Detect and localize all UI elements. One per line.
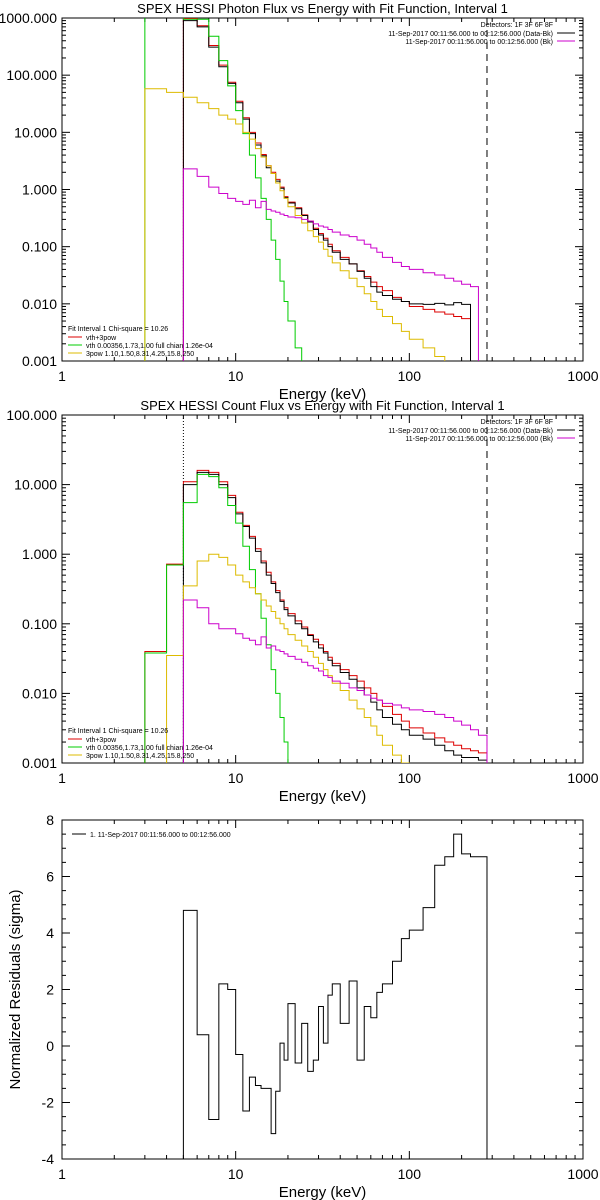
y-tick-label: 0 xyxy=(46,1038,54,1054)
x-tick-label: 10 xyxy=(228,770,244,786)
series-line-bk xyxy=(182,599,488,763)
y-tick-label: 10.000 xyxy=(14,124,57,140)
legend-entry-label: vth+3pow xyxy=(86,335,117,342)
y-tick-label: 0.001 xyxy=(22,755,57,771)
y-tick-label: 1.000 xyxy=(22,182,57,198)
legend-entry-label: vth 0.00356,1.73,1.00 full chian 1.26e-0… xyxy=(86,343,213,350)
x-tick-label: 1 xyxy=(58,770,66,786)
series-line-vth xyxy=(144,18,303,361)
x-tick-label: 10 xyxy=(228,1166,244,1182)
series-line-3pow xyxy=(166,553,410,763)
series-line-data-bk xyxy=(182,471,488,763)
series-line-bk xyxy=(182,168,479,361)
legend-entry-label: 1. 11-Sep-2017 00:11:56.000 to 00:12:56.… xyxy=(90,832,231,839)
series-line-3pow xyxy=(144,88,446,361)
y-tick-label: 0.010 xyxy=(22,296,57,312)
legend-entry-label: 11-Sep-2017 00:11:56.000 to 00:12:56.000… xyxy=(405,39,553,46)
y-tick-label: 8 xyxy=(46,812,54,828)
chart-title: SPEX HESSI Count Flux vs Energy with Fit… xyxy=(140,398,504,413)
legend-entry-label: vth+3pow xyxy=(86,737,117,744)
y-tick-label: 100.000 xyxy=(6,67,57,83)
x-tick-label: 1000 xyxy=(567,770,598,786)
legend-entry-label: 11-Sep-2017 00:11:56.000 to 00:12:56.000… xyxy=(388,31,553,38)
y-tick-label: 6 xyxy=(46,869,54,885)
legend-entry-label: 3pow 1.10,1.50,8.31,4.25,15.8,250 xyxy=(86,351,194,358)
y-tick-label: 0.100 xyxy=(22,239,57,255)
x-tick-label: 1000 xyxy=(567,1166,598,1182)
x-tick-label: 1 xyxy=(58,1166,66,1182)
legend-header: Detectors: 1F 3F 6F 8F xyxy=(481,22,553,29)
x-axis-label: Energy (keV) xyxy=(279,788,367,805)
y-tick-label: 0.010 xyxy=(22,685,57,701)
x-tick-label: 100 xyxy=(398,1166,422,1182)
legend-header: Detectors: 1F 3F 6F 8F xyxy=(481,419,553,426)
series-line-data-bk xyxy=(182,20,471,361)
series-line-vth xyxy=(144,473,289,763)
legend-header: Fit Interval 1 Chi-square = 10.26 xyxy=(68,728,168,735)
legend-entry-label: 11-Sep-2017 00:11:56.000 to 00:12:56.000… xyxy=(405,436,553,443)
x-axis-label: Energy (keV) xyxy=(279,1184,367,1200)
photon-flux-panel: 1 10 100 1000 0.001 0.010 0.100 1.000 10.000 100.… xyxy=(0,1,599,403)
plot-frame xyxy=(61,414,584,764)
legend-entry-label: vth 0.00356,1.73,1.00 full chian 1.26e-0… xyxy=(86,745,213,752)
y-tick-label: 100.000 xyxy=(6,407,57,423)
y-tick-label: 1000.000 xyxy=(0,10,57,26)
y-axis-label: Normalized Residuals (sigma) xyxy=(7,889,24,1089)
y-tick-label: 1.000 xyxy=(22,546,57,562)
legend-entry-label: 11-Sep-2017 00:11:56.000 to 00:12:56.000… xyxy=(388,428,553,435)
y-tick-label: -2 xyxy=(42,1095,55,1111)
y-tick-label: -4 xyxy=(42,1151,55,1167)
x-tick-label: 1 xyxy=(58,368,66,384)
legend-entry-label: 3pow 1.10,1.50,8.31,4.25,15.8,250 xyxy=(86,753,194,760)
x-tick-label: 1000 xyxy=(567,368,598,384)
y-tick-label: 10.000 xyxy=(14,477,57,493)
x-tick-label: 100 xyxy=(398,368,422,384)
residuals-panel: 1 10 100 1000 -4 -2 0 2 4 6 8 Energy (keV) Normalize… xyxy=(7,812,599,1200)
chart-title: SPEX HESSI Photon Flux vs Energy with Fi… xyxy=(137,1,508,16)
legend-header: Fit Interval 1 Chi-square = 10.26 xyxy=(68,326,168,333)
x-tick-label: 10 xyxy=(228,368,244,384)
y-tick-label: 4 xyxy=(46,925,54,941)
x-tick-label: 100 xyxy=(398,770,422,786)
y-tick-label: 2 xyxy=(46,982,54,998)
x-axis-label: Energy (keV) xyxy=(279,386,367,403)
y-tick-label: 0.001 xyxy=(22,353,57,369)
y-tick-label: 0.100 xyxy=(22,616,57,632)
count-flux-panel: 1 10 100 1000 0.001 0.010 0.100 1.000 10.000 100.… xyxy=(6,398,598,805)
series-line-1-11-sep-2017-00-11-56-000-to-00-12-56-000 xyxy=(182,833,488,1159)
